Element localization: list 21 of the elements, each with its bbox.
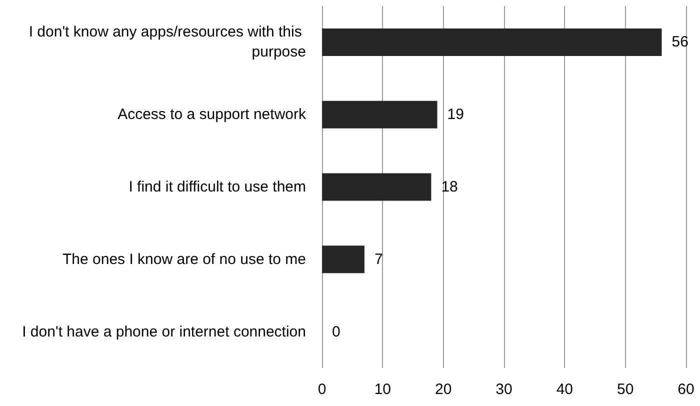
bar [322, 246, 364, 274]
y-tick-label: I don't know any apps/resources with this purpose [28, 24, 306, 61]
data-label: 0 [332, 323, 340, 340]
data-label: 7 [374, 250, 383, 268]
y-tick-label: I find it difficult to use them [128, 178, 306, 196]
y-tick-label: Access to a support network [118, 106, 306, 124]
x-tick-label: 0 [318, 381, 326, 398]
y-tick-label: I don't have a phone or internet connection [22, 323, 306, 340]
y-tick-label: The ones I know are of no use to me [62, 250, 306, 268]
x-tick-label: 40 [556, 381, 574, 398]
x-tick-label: 60 [678, 381, 694, 398]
bar [322, 100, 438, 128]
data-label: 19 [447, 106, 464, 124]
x-tick-label: 50 [616, 381, 634, 398]
data-label: 56 [672, 34, 688, 51]
data-label: 18 [441, 178, 458, 196]
x-tick-label: 30 [496, 381, 512, 398]
x-tick-label: 10 [374, 381, 392, 398]
bar [322, 173, 432, 201]
bar [322, 28, 662, 56]
x-tick-label: 20 [434, 381, 452, 398]
